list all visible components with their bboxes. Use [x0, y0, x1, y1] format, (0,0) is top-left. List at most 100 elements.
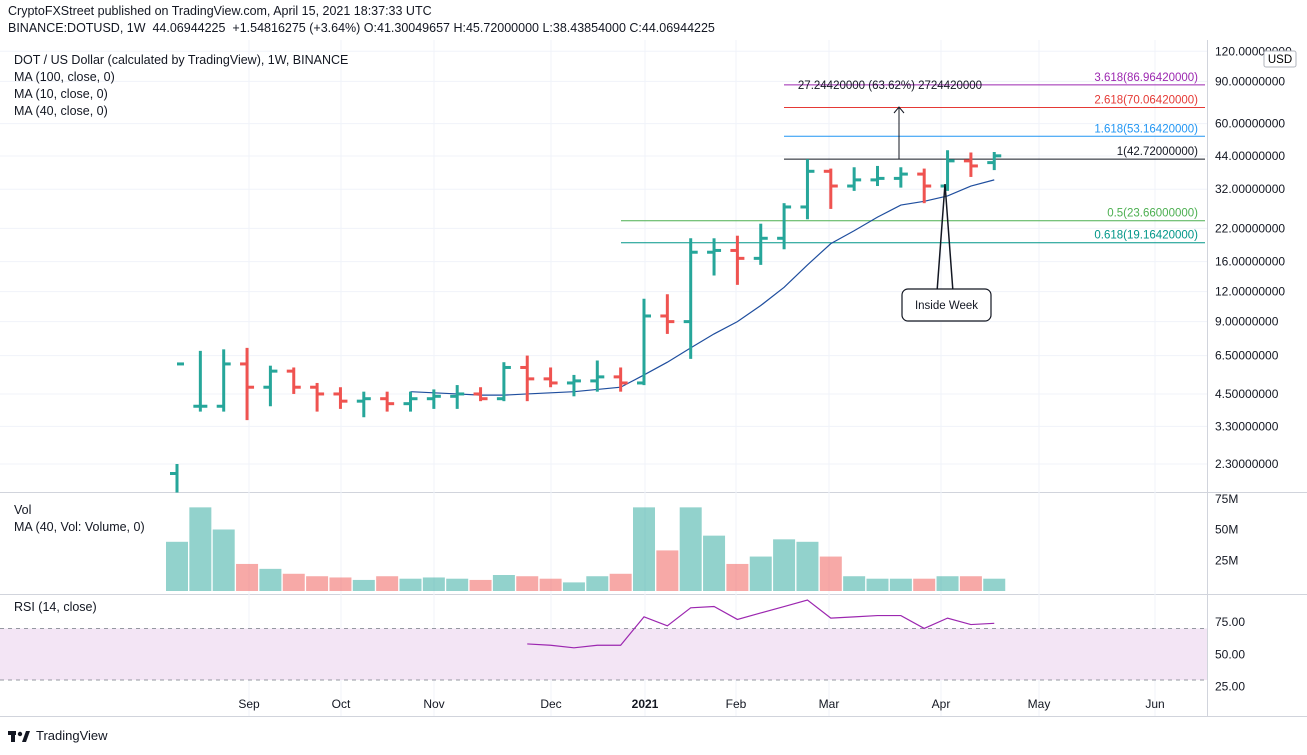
symbol-text: BINANCE:DOTUSD, 1W	[8, 21, 146, 35]
legend-vol-ma: MA (40, Vol: Volume, 0)	[14, 520, 145, 534]
ohlc-bar	[473, 387, 488, 402]
ohlc-bar	[450, 385, 465, 409]
price-axis-tick-label: 4.50000000	[1215, 387, 1279, 401]
price-axis-tick-label: 3.30000000	[1215, 419, 1279, 433]
ohlc-bar	[380, 391, 395, 412]
ohlc-bar	[847, 167, 862, 191]
ohlc-bar	[613, 367, 628, 392]
x-axis-tick-label: Oct	[332, 697, 351, 711]
grid-lines	[0, 40, 1307, 717]
tradingview-logo[interactable]: TradingView	[8, 728, 108, 743]
fib-label: 1(42.72000000)	[1117, 146, 1198, 158]
volume-bar	[259, 568, 282, 591]
x-axis-tick-label: Apr	[932, 697, 951, 711]
volume-bar	[282, 573, 305, 591]
volume-axis-tick-label: 25M	[1215, 553, 1238, 567]
annotations: 27.24420000 (63.62%) 2724420000 Inside We…	[798, 80, 992, 322]
x-axis-tick-label: Mar	[819, 697, 840, 711]
fib-label: 1.618(53.16420000)	[1094, 123, 1198, 135]
ohlc-bar	[660, 294, 675, 334]
low-label: L:	[542, 21, 553, 35]
rsi-line	[527, 599, 995, 649]
ohlc-bar	[637, 298, 651, 386]
ohlc-bar	[520, 355, 535, 402]
ohlc-bar	[753, 223, 768, 265]
ohlc-header: BINANCE:DOTUSD, 1W 44.06944225 +1.548162…	[8, 21, 715, 35]
volume-bar	[726, 563, 749, 591]
ohlc-bar	[240, 347, 255, 421]
ohlc-bar	[193, 350, 208, 412]
measure-arrowhead	[893, 106, 905, 114]
fib-label: 3.618(86.96420000)	[1094, 72, 1198, 84]
x-axis-tick-label: Nov	[423, 697, 444, 711]
volume-bars	[166, 507, 1006, 591]
high-value: 45.72000000	[465, 21, 539, 35]
volume-bar	[773, 539, 796, 591]
volume-bar	[703, 535, 726, 591]
volume-bar	[422, 577, 445, 591]
publisher-text: CryptoFXStreet published on TradingView.…	[8, 4, 432, 18]
price-axis-tick-label: 22.00000000	[1215, 221, 1285, 235]
rsi-axis-tick-label: 50.00	[1215, 647, 1245, 661]
volume-bar	[329, 577, 352, 591]
legend-rsi: RSI (14, close)	[14, 600, 97, 614]
axes: Sep Oct Nov Dec 2021 Feb Mar Apr May Jun120.00000…	[238, 44, 1297, 711]
price-axis-tick-label: 32.00000000	[1215, 182, 1285, 196]
callout-text: Inside Week	[915, 300, 978, 312]
ohlc-bar	[286, 367, 301, 394]
currency-badge	[1263, 50, 1297, 68]
ohlc-bars	[170, 150, 1002, 493]
volume-bar	[166, 541, 188, 591]
volume-bar	[679, 507, 702, 591]
callout-pointer	[936, 183, 954, 293]
x-axis-tick-label: Feb	[726, 697, 747, 711]
volume-bar	[236, 563, 259, 591]
volume-bar	[843, 576, 866, 591]
legend-vol: Vol	[14, 503, 32, 517]
ohlc-bar	[893, 167, 908, 188]
high-label: H:	[453, 21, 466, 35]
price-axis-tick-label: 90.00000000	[1215, 74, 1285, 88]
fib-label: 2.618(70.06420000)	[1094, 94, 1198, 106]
legend-ma10: MA (10, close, 0)	[14, 87, 108, 101]
rsi-band	[0, 627, 1207, 681]
ohlc-bar	[263, 365, 278, 407]
tradingview-brand: TradingView	[36, 728, 108, 743]
ohlc-bar	[170, 362, 184, 493]
ohlc-bar	[333, 387, 348, 409]
close-value: 44.06944225	[641, 21, 715, 35]
volume-bar	[983, 578, 1006, 591]
price-axis-tick-label: 16.00000000	[1215, 255, 1285, 269]
currency-label: USD	[1268, 54, 1292, 66]
price-change: +1.54816275 (+3.64%)	[232, 21, 361, 35]
ohlc-bar	[823, 168, 838, 209]
open-value: 41.30049657	[377, 21, 450, 35]
open-label: O:	[363, 21, 377, 35]
x-axis-tick-label: Jun	[1145, 697, 1164, 711]
fib-label: 0.618(19.16420000)	[1094, 230, 1198, 242]
callout-box	[901, 288, 992, 322]
price-axis-tick-label: 12.00000000	[1215, 285, 1285, 299]
x-axis-tick-label: 2021	[632, 697, 659, 711]
ohlc-bar	[426, 389, 441, 409]
publisher-header: CryptoFXStreet published on TradingView.…	[8, 4, 432, 18]
ohlc-bar	[683, 238, 698, 359]
rsi-band-fill	[0, 628, 1207, 681]
volume-bar	[819, 556, 842, 591]
rsi-axis-tick-label: 25.00	[1215, 680, 1245, 694]
volume-bar	[633, 507, 655, 591]
volume-bar	[399, 578, 422, 591]
volume-bar	[913, 578, 936, 591]
volume-bar	[516, 576, 539, 591]
volume-bar	[609, 573, 632, 591]
volume-bar	[469, 579, 492, 591]
x-axis-tick-label: Sep	[238, 697, 260, 711]
tradingview-logo-icon	[8, 730, 30, 742]
fib-label: 0.5(23.66000000)	[1107, 208, 1198, 220]
ohlc-bar	[590, 360, 605, 392]
ohlc-bar	[917, 168, 932, 204]
rsi-line-path	[527, 599, 995, 649]
volume-axis-tick-label: 75M	[1215, 492, 1238, 506]
rsi-axis-tick-label: 75.00	[1215, 615, 1245, 629]
